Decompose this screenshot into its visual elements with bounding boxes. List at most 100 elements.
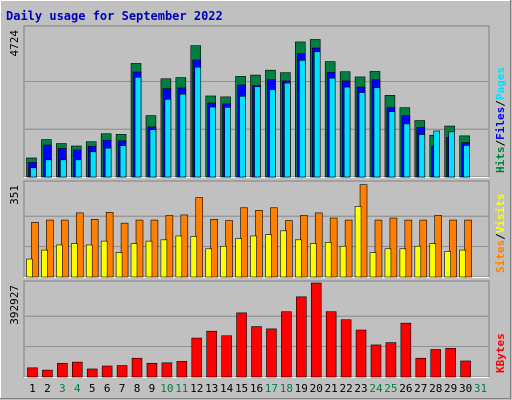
x-tick-label-day-18: 18 <box>280 382 293 395</box>
bar-pages-day-25 <box>388 111 396 178</box>
bar-kbytes-day-8 <box>131 357 143 378</box>
max-label-kbytes: 392927 <box>8 285 21 325</box>
bar-visits-day-12 <box>190 236 198 278</box>
bar-pages-day-20 <box>313 51 321 178</box>
bar-pages-day-19 <box>299 60 306 178</box>
bar-kbytes-day-16 <box>251 326 262 378</box>
legend-entry-hits: Hits <box>494 147 507 174</box>
bar-visits-day-26 <box>399 248 407 278</box>
bar-kbytes-day-22 <box>340 319 352 378</box>
x-tick-label-day-4: 4 <box>74 382 81 395</box>
legend-kbytes: KBytes <box>494 333 507 373</box>
bar-kbytes-day-19 <box>296 296 307 378</box>
bar-visits-day-14 <box>220 245 227 278</box>
bar-kbytes-day-20 <box>310 282 322 378</box>
bar-visits-day-8 <box>130 243 138 278</box>
x-tick-label-day-30: 30 <box>459 382 472 395</box>
x-tick-label-day-10: 10 <box>160 382 173 395</box>
bar-kbytes-day-24 <box>370 344 382 378</box>
x-tick-label-day-17: 17 <box>265 382 278 395</box>
bar-visits-day-9 <box>145 240 153 278</box>
plot-layer: 4724Hits/Files/Pages351Sites/Visits39292… <box>8 25 507 395</box>
x-tick-label-day-15: 15 <box>235 382 248 395</box>
bar-kbytes-day-23 <box>355 329 367 378</box>
x-tick-label-day-9: 9 <box>149 382 156 395</box>
x-tick-label-day-19: 19 <box>295 382 308 395</box>
x-tick-label-day-25: 25 <box>384 382 397 395</box>
bar-visits-day-10 <box>160 239 168 278</box>
bar-visits-day-1 <box>26 258 33 278</box>
bar-pages-day-8 <box>134 76 142 178</box>
bar-kbytes-day-25 <box>385 342 397 378</box>
legend-sites-visits: Sites/Visits <box>494 194 507 274</box>
legend-separator: / <box>494 233 507 240</box>
bar-kbytes-day-2 <box>42 369 53 378</box>
bar-visits-day-28 <box>429 243 437 278</box>
x-tick-label-day-31: 31 <box>474 382 487 395</box>
bar-sites-day-24 <box>374 219 383 278</box>
bar-kbytes-day-7 <box>116 365 128 378</box>
legend-entry-visits: Visits <box>494 194 507 234</box>
x-tick-label-day-12: 12 <box>190 382 203 395</box>
bar-visits-day-7 <box>115 252 123 278</box>
bar-kbytes-day-28 <box>430 349 441 378</box>
bar-pages-day-29 <box>448 131 455 178</box>
bar-pages-day-13 <box>209 106 216 178</box>
bar-pages-day-11 <box>179 93 187 178</box>
x-tick-label-day-22: 22 <box>339 382 352 395</box>
bar-sites-day-1 <box>31 222 39 278</box>
bar-pages-day-9 <box>149 129 157 178</box>
x-tick-label-day-11: 11 <box>175 382 188 395</box>
bar-kbytes-day-14 <box>221 335 232 378</box>
legend-separator: / <box>494 100 507 107</box>
bar-visits-day-6 <box>100 240 108 278</box>
x-tick-label-day-6: 6 <box>104 382 111 395</box>
bar-kbytes-day-9 <box>146 362 158 378</box>
bar-kbytes-day-6 <box>101 365 113 378</box>
bar-pages-day-7 <box>119 145 127 178</box>
legend-entry-pages: Pages <box>494 67 507 100</box>
x-tick-label-day-7: 7 <box>119 382 126 395</box>
bar-pages-day-26 <box>403 123 411 178</box>
x-tick-label-day-20: 20 <box>310 382 323 395</box>
x-tick-label-day-14: 14 <box>220 382 234 395</box>
bar-sites-day-13 <box>210 219 218 278</box>
bar-visits-day-17 <box>265 234 272 278</box>
bar-visits-day-19 <box>295 239 302 278</box>
bar-visits-day-11 <box>175 235 183 278</box>
bar-kbytes-day-10 <box>161 362 173 378</box>
bar-visits-day-22 <box>339 245 347 278</box>
bar-visits-day-5 <box>85 244 93 278</box>
bar-kbytes-day-17 <box>266 328 277 378</box>
bar-visits-day-18 <box>280 230 287 278</box>
x-tick-label-day-5: 5 <box>89 382 96 395</box>
bar-sites-day-2 <box>46 219 54 278</box>
x-tick-label-day-24: 24 <box>369 382 383 395</box>
x-tick-label-day-28: 28 <box>429 382 442 395</box>
bar-sites-day-30 <box>464 219 472 278</box>
bar-pages-day-22 <box>343 86 351 178</box>
bar-visits-day-27 <box>414 245 422 278</box>
bar-sites-day-25 <box>389 217 398 278</box>
bar-kbytes-day-4 <box>72 361 83 378</box>
max-label-hits-files-pages: 4724 <box>8 30 21 57</box>
bar-visits-day-25 <box>384 248 392 278</box>
x-tick-label-day-3: 3 <box>59 382 66 395</box>
bar-kbytes-day-3 <box>57 362 68 378</box>
bar-visits-day-4 <box>71 243 78 278</box>
bar-pages-day-3 <box>60 159 67 178</box>
x-tick-label-day-13: 13 <box>205 382 218 395</box>
bar-kbytes-day-26 <box>400 322 412 378</box>
bar-pages-day-2 <box>45 159 52 178</box>
bar-kbytes-day-12 <box>191 337 203 378</box>
bar-pages-day-6 <box>104 147 112 178</box>
x-tick-label-day-23: 23 <box>354 382 367 395</box>
bar-kbytes-day-15 <box>236 312 247 378</box>
bar-visits-day-16 <box>250 235 257 278</box>
bar-visits-day-13 <box>205 248 212 278</box>
x-tick-label-day-16: 16 <box>250 382 263 395</box>
bar-visits-day-15 <box>235 238 242 278</box>
bar-visits-day-23 <box>354 206 362 278</box>
bar-pages-day-15 <box>239 95 246 178</box>
bar-pages-day-28 <box>433 130 440 178</box>
